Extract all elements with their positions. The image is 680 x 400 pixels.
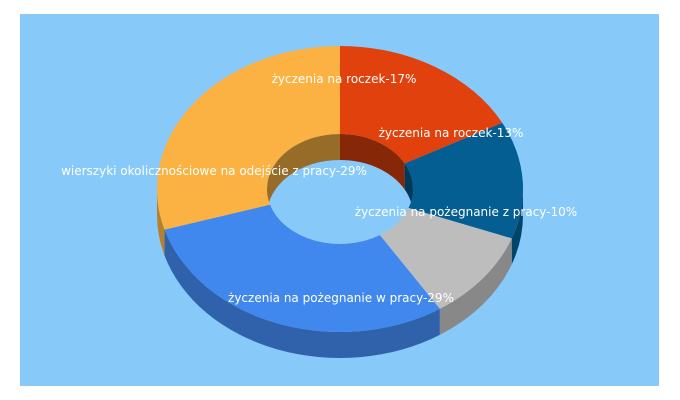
- slice-inner-wall-4: [267, 134, 340, 215]
- slice-0: [340, 46, 503, 164]
- donut-side-walls: [157, 134, 523, 358]
- slice-inner-wall-0: [340, 134, 405, 190]
- slice-label-3: życzenia na pożegnanie w pracy-29%: [228, 291, 454, 305]
- slice-outer-wall-2: [439, 238, 512, 335]
- slice-inner-wall-1: [404, 163, 413, 215]
- slice-outer-wall-1: [511, 189, 523, 265]
- slice-label-0: życzenia na roczek-17%: [272, 72, 417, 86]
- slice-outer-wall-3: [164, 229, 440, 358]
- slice-1: [404, 122, 523, 239]
- donut-top-faces: [156, 46, 523, 332]
- slice-label-1: życzenia na roczek-13%: [379, 126, 524, 140]
- slice-label-4: wierszyki okolicznościowe na odejście z …: [61, 164, 367, 178]
- slice-label-2: życzenia na pożegnanie z pracy-10%: [355, 205, 577, 219]
- slice-outer-wall-4: [157, 189, 165, 256]
- slice-4: [156, 46, 340, 230]
- slice-3: [164, 204, 440, 332]
- slice-labels: życzenia na roczek-17% życzenia na roczek…: [61, 72, 577, 305]
- slice-2: [379, 207, 512, 309]
